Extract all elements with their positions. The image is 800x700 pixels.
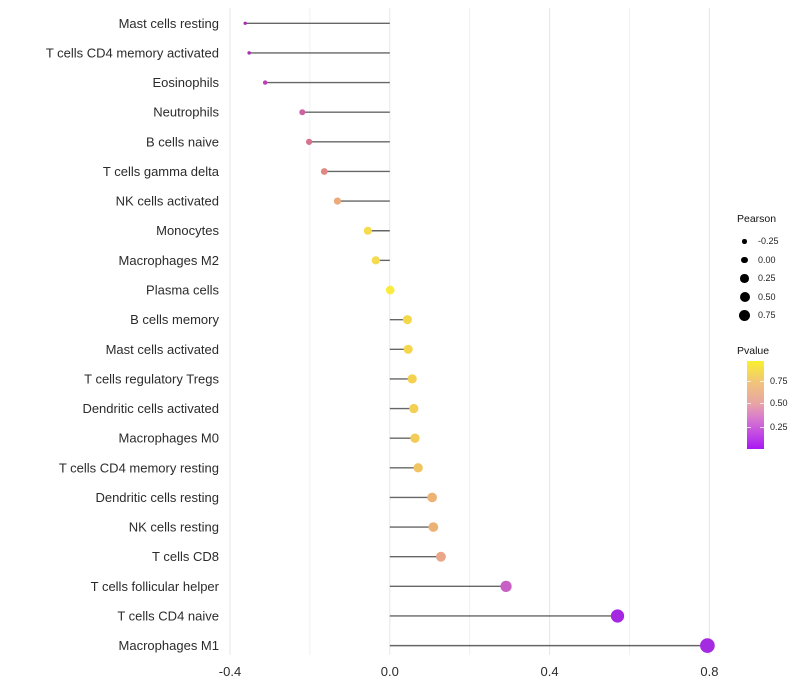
pearson-legend-item: 0.50 xyxy=(737,288,799,307)
y-axis-label: T cells CD4 memory activated xyxy=(46,45,219,60)
gradient-tick-mark xyxy=(760,403,764,404)
pearson-legend-item: 0.75 xyxy=(737,306,799,325)
gradient-tick-mark xyxy=(747,403,751,404)
legend-dot-cell xyxy=(737,274,752,283)
legend-size-dot-icon xyxy=(739,291,750,302)
lollipop-dot xyxy=(410,433,420,443)
gradient-tick-mark xyxy=(747,427,751,428)
pvalue-legend-title: Pvalue xyxy=(737,345,770,357)
lollipop-dot xyxy=(243,21,247,25)
lollipop-dot xyxy=(333,197,342,205)
y-axis-label: B cells memory xyxy=(130,312,219,327)
lollipop-dot xyxy=(262,80,268,85)
x-tick-label: 0.4 xyxy=(541,664,559,679)
lollipop-dot xyxy=(385,285,395,295)
lollipop-dot xyxy=(500,580,512,592)
y-axis-label: T cells CD4 naive xyxy=(117,608,219,623)
pearson-legend-item: 0.00 xyxy=(737,251,799,270)
legend-dot-cell xyxy=(737,291,752,302)
pearson-legend-item: 0.25 xyxy=(737,269,799,288)
y-axis-label: T cells regulatory Tregs xyxy=(84,371,219,386)
legend-dot-cell xyxy=(737,256,752,263)
lollipop-dot xyxy=(305,138,313,145)
lollipop-dot xyxy=(403,344,413,354)
legend-size-value: 0.25 xyxy=(758,273,776,284)
legend-size-dot-icon xyxy=(740,274,749,283)
y-axis-label: NK cells activated xyxy=(116,194,219,209)
lollipop-dot xyxy=(427,492,437,503)
lollipop-dot xyxy=(363,226,372,235)
y-axis-label: Macrophages M0 xyxy=(119,431,219,446)
legend-size-dot-icon xyxy=(741,256,748,263)
y-axis-label: T cells follicular helper xyxy=(91,579,220,594)
lollipop-dot xyxy=(299,109,306,116)
legend-dot-cell xyxy=(737,239,752,244)
x-tick-label: -0.4 xyxy=(219,664,241,679)
lollipop-dot xyxy=(413,463,423,473)
pvalue-gradient-bar xyxy=(747,361,764,449)
pvalue-color-legend: Pvalue 0.75 0.50 0.25 xyxy=(737,345,799,455)
y-axis-label: Mast cells resting xyxy=(119,16,219,31)
lollipop-dot xyxy=(409,403,419,414)
gradient-tick-mark xyxy=(760,381,764,382)
y-axis-label: B cells naive xyxy=(146,134,219,149)
lollipop-dot xyxy=(402,315,412,325)
y-axis-label: Dendritic cells resting xyxy=(95,490,219,505)
y-axis-label: T cells CD8 xyxy=(152,549,219,564)
gradient-tick-mark xyxy=(747,381,751,382)
y-axis-label: Monocytes xyxy=(156,223,219,238)
gradient-tick-mark xyxy=(760,427,764,428)
legend-size-dot-icon xyxy=(742,239,747,244)
y-axis-label: NK cells resting xyxy=(129,520,219,535)
legend-size-value: 0.00 xyxy=(758,254,776,265)
lollipop-dot xyxy=(320,168,328,175)
y-axis-label: Macrophages M2 xyxy=(119,253,219,268)
lollipop-dot xyxy=(610,609,625,623)
y-axis-label: Eosinophils xyxy=(153,75,220,90)
legend-size-value: 0.50 xyxy=(758,291,776,302)
lollipop-dot xyxy=(700,638,715,653)
y-axis-label: Mast cells activated xyxy=(106,342,219,357)
y-axis-label: Macrophages M1 xyxy=(119,638,219,653)
lollipop-dot xyxy=(371,256,380,265)
y-axis-label: Dendritic cells activated xyxy=(82,401,219,416)
lollipop-dot xyxy=(247,51,251,55)
pearson-legend-item: -0.25 xyxy=(737,232,799,251)
y-axis-label: T cells gamma delta xyxy=(103,164,220,179)
y-axis-label: T cells CD4 memory resting xyxy=(59,460,219,475)
pearson-size-legend: Pearson -0.25 0.00 0.25 0.50 0.75 xyxy=(737,213,799,325)
legend-pvalue-value: 0.50 xyxy=(770,398,788,408)
y-axis-label: Plasma cells xyxy=(146,283,219,298)
x-tick-label: 0.0 xyxy=(381,664,399,679)
legend-size-value: 0.75 xyxy=(758,310,776,321)
pearson-legend-title: Pearson xyxy=(737,213,777,225)
legend-pvalue-value: 0.25 xyxy=(770,422,788,432)
y-axis-label: Neutrophils xyxy=(153,105,219,120)
x-tick-label: 0.8 xyxy=(700,664,718,679)
lollipop-dot xyxy=(428,522,439,532)
legend-size-dot-icon xyxy=(738,309,751,321)
legend-size-value: -0.25 xyxy=(758,236,779,247)
legend-dot-cell xyxy=(737,309,752,321)
legend-pvalue-value: 0.75 xyxy=(770,376,788,386)
lollipop-dot xyxy=(435,551,446,562)
lollipop-dot xyxy=(407,374,417,384)
